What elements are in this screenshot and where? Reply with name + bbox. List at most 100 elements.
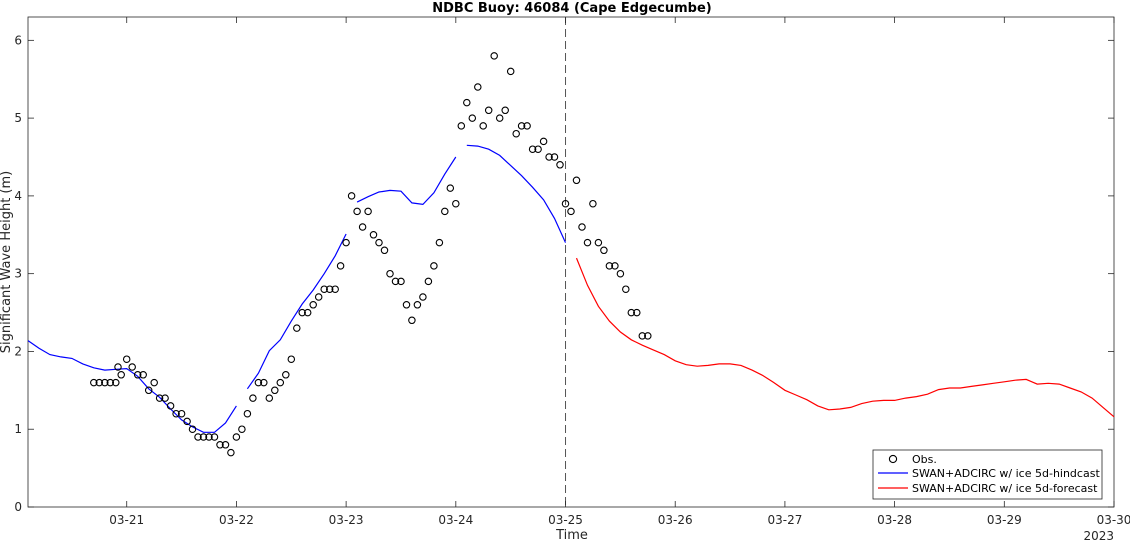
obs-point: [435, 238, 444, 247]
obs-point: [194, 433, 202, 441]
obs-point: [276, 378, 285, 387]
obs-point: [314, 293, 323, 301]
obs-point: [517, 122, 526, 130]
obs-point: [155, 394, 164, 402]
series-line-2: [575, 257, 1115, 418]
obs-point: [161, 394, 169, 402]
obs-point: [144, 386, 153, 395]
x-tick-label: 03-30: [1097, 513, 1130, 527]
obs-point: [325, 285, 334, 293]
obs-point: [545, 153, 553, 161]
obs-point: [265, 394, 274, 402]
obs-point: [413, 301, 422, 309]
obs-point: [386, 269, 394, 278]
obs-point: [430, 262, 438, 270]
obs-point: [260, 378, 268, 387]
obs-point: [550, 153, 559, 161]
obs-point: [474, 83, 482, 91]
obs-point: [616, 269, 625, 278]
obs-point: [501, 106, 509, 115]
obs-point: [583, 238, 592, 247]
x-tick-label: 03-25: [548, 513, 583, 527]
obs-point: [391, 277, 400, 286]
obs-point: [254, 378, 263, 387]
obs-point: [424, 277, 433, 286]
legend-label-forecast: SWAN+ADCIRC w/ ice 5d-forecast: [912, 482, 1098, 495]
y-tick-label: 2: [14, 344, 22, 358]
obs-point: [122, 355, 131, 363]
obs-point: [512, 129, 520, 138]
obs-point: [484, 106, 493, 115]
year-label: 2023: [1083, 529, 1114, 541]
obs-point: [457, 122, 466, 130]
obs-point: [441, 207, 449, 216]
obs-point: [402, 301, 411, 309]
obs-point: [309, 301, 317, 309]
obs-point: [589, 199, 597, 208]
obs-point: [446, 184, 455, 192]
obs-point: [172, 409, 180, 418]
obs-point: [523, 122, 531, 130]
obs-point: [303, 308, 312, 317]
y-tick-label: 5: [14, 111, 22, 125]
series-layer: [27, 52, 1115, 457]
obs-point: [594, 238, 603, 247]
obs-point: [528, 145, 537, 153]
plot-area: [27, 16, 1115, 508]
series-line-1: [356, 156, 457, 206]
obs-point: [210, 433, 219, 441]
chart-title: NDBC Buoy: 46084 (Cape Edgecumbe): [432, 1, 711, 16]
series-line-1: [466, 144, 567, 243]
legend-box: [872, 449, 1103, 500]
y-tick-label: 1: [14, 422, 22, 436]
obs-point: [238, 425, 246, 433]
obs-point: [177, 409, 186, 418]
obs-point: [112, 378, 120, 387]
x-tick-label: 03-28: [877, 513, 912, 527]
x-tick-label: 03-21: [109, 513, 144, 527]
obs-point: [611, 262, 619, 270]
obs-point: [358, 223, 367, 231]
obs-point: [336, 262, 345, 270]
obs-point: [95, 378, 104, 387]
obs-point: [227, 448, 235, 457]
obs-point: [561, 199, 570, 208]
obs-point: [638, 332, 647, 340]
obs-point: [128, 363, 136, 371]
obs-point: [199, 433, 208, 441]
obs-point: [106, 378, 115, 387]
obs-point: [101, 378, 109, 387]
obs-point: [188, 425, 197, 433]
obs-point: [331, 285, 339, 293]
obs-point: [633, 308, 641, 317]
axes: 03-21 03-22 03-23 03-24 03-25 03-26 03-27 03-28…: [14, 17, 1130, 527]
obs-point: [282, 371, 290, 379]
y-tick-label: 4: [14, 189, 22, 203]
obs-point: [114, 363, 122, 371]
obs-point: [369, 231, 378, 239]
obs-point: [287, 355, 296, 363]
obs-point: [463, 98, 471, 107]
obs-point: [249, 394, 257, 402]
obs-point: [556, 161, 564, 169]
x-tick-label: 03-24: [438, 513, 473, 527]
series-line-1: [246, 233, 347, 390]
obs-point: [605, 262, 614, 270]
x-tick-label: 03-26: [658, 513, 693, 527]
obs-point: [353, 207, 361, 216]
obs-point: [90, 378, 98, 387]
obs-point: [139, 371, 147, 379]
obs-point: [205, 433, 213, 441]
obs-point: [166, 402, 175, 410]
x-tick-label: 03-23: [329, 513, 364, 527]
obs-point: [375, 238, 383, 247]
obs-point: [117, 371, 125, 379]
obs-point: [150, 378, 158, 387]
legend-label-hindcast: SWAN+ADCIRC w/ ice 5d-hindcast: [912, 467, 1100, 480]
x-tick-label: 03-27: [767, 513, 802, 527]
obs-point: [495, 114, 504, 122]
x-tick-label: 03-22: [219, 513, 254, 527]
obs-point: [534, 145, 542, 153]
obs-point: [216, 441, 224, 449]
